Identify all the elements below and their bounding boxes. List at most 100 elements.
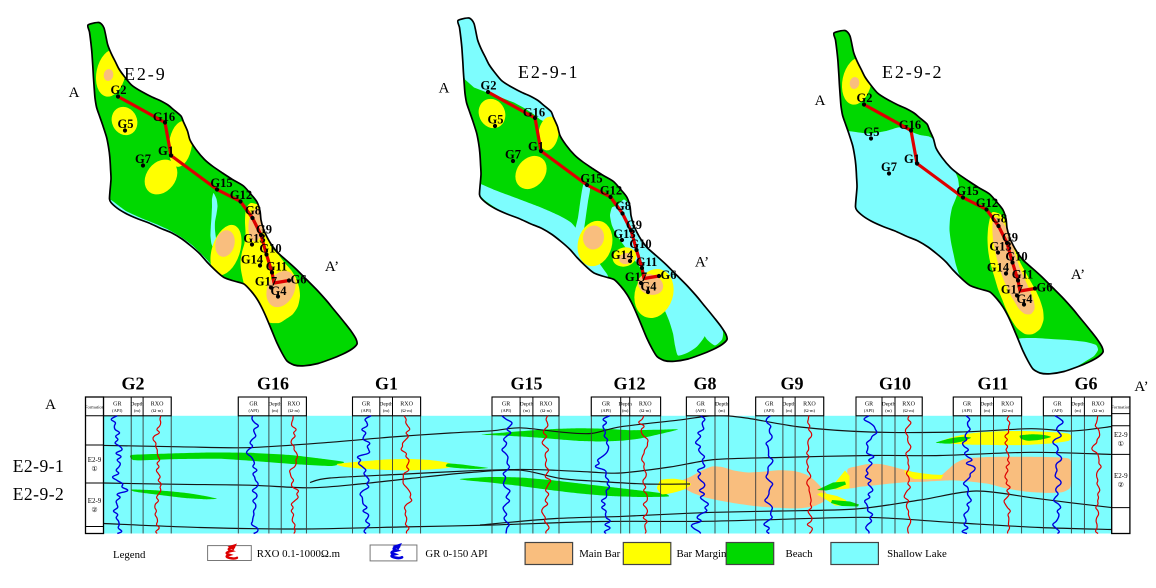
svg-text:G12: G12	[230, 188, 252, 202]
svg-text:E2-9-1: E2-9-1	[13, 456, 65, 476]
svg-text:G2: G2	[857, 91, 873, 105]
svg-text:G13: G13	[243, 232, 265, 246]
svg-text:G9: G9	[1002, 231, 1018, 245]
svg-text:GR: GR	[249, 402, 257, 408]
svg-text:Bar Margin: Bar Margin	[677, 548, 727, 560]
svg-text:A’: A’	[1134, 379, 1148, 395]
svg-text:(m): (m)	[885, 408, 892, 413]
svg-text:G11: G11	[977, 374, 1008, 394]
svg-text:(API): (API)	[361, 408, 372, 413]
svg-text:G16: G16	[899, 118, 921, 132]
svg-text:G6: G6	[661, 268, 677, 282]
svg-text:GR: GR	[602, 402, 610, 408]
svg-text:(m): (m)	[1075, 408, 1082, 413]
svg-text:(API): (API)	[1052, 408, 1063, 413]
svg-text:G10: G10	[259, 242, 281, 256]
svg-text:G14: G14	[241, 253, 264, 267]
svg-text:RXO: RXO	[540, 402, 553, 408]
svg-text:GR: GR	[113, 402, 121, 408]
svg-text:Depth: Depth	[379, 402, 393, 408]
svg-text:(Ω·m): (Ω·m)	[288, 408, 300, 413]
svg-text:RXO: RXO	[1001, 402, 1014, 408]
svg-text:GR: GR	[765, 402, 773, 408]
svg-text:G1: G1	[375, 374, 398, 394]
svg-text:(API): (API)	[696, 408, 707, 413]
svg-text:GR: GR	[1053, 402, 1061, 408]
svg-text:G2: G2	[121, 374, 144, 394]
svg-text:(API): (API)	[501, 408, 512, 413]
svg-text:G1: G1	[904, 152, 920, 166]
svg-text:G10: G10	[629, 237, 651, 251]
svg-text:G15: G15	[580, 172, 602, 186]
svg-text:(Ω·m): (Ω·m)	[804, 408, 816, 413]
svg-text:G10: G10	[879, 374, 911, 394]
svg-text:RXO: RXO	[639, 402, 652, 408]
svg-text:G17: G17	[1001, 283, 1023, 297]
svg-text:(m): (m)	[383, 408, 390, 413]
svg-text:Main Bar: Main Bar	[579, 548, 620, 560]
svg-text:E2-9-2: E2-9-2	[13, 484, 65, 504]
svg-text:GR: GR	[963, 402, 971, 408]
svg-text:GR: GR	[362, 402, 370, 408]
svg-text:G5: G5	[118, 117, 134, 131]
svg-text:(API): (API)	[248, 408, 259, 413]
svg-text:①: ①	[91, 465, 97, 473]
svg-text:GR: GR	[502, 402, 510, 408]
svg-text:G16: G16	[153, 110, 175, 124]
svg-text:RXO: RXO	[400, 402, 413, 408]
svg-text:(m): (m)	[984, 408, 991, 413]
svg-text:GR 0-150 API: GR 0-150 API	[425, 548, 488, 560]
svg-text:G16: G16	[257, 374, 289, 394]
svg-text:E2-9: E2-9	[124, 64, 167, 84]
svg-text:Depth: Depth	[130, 402, 144, 408]
svg-text:Depth: Depth	[782, 402, 796, 408]
svg-text:(m): (m)	[622, 408, 629, 413]
svg-text:G7: G7	[135, 152, 151, 166]
svg-text:Formation: Formation	[85, 405, 105, 410]
svg-text:A’: A’	[695, 255, 709, 271]
svg-text:G9: G9	[256, 223, 272, 237]
svg-text:G1: G1	[528, 140, 544, 154]
svg-text:②: ②	[91, 506, 97, 514]
svg-text:Depth: Depth	[520, 402, 534, 408]
svg-text:G4: G4	[1017, 292, 1034, 306]
svg-text:GR: GR	[865, 402, 873, 408]
svg-text:(API): (API)	[601, 408, 612, 413]
svg-text:G9: G9	[780, 374, 803, 394]
svg-text:G6: G6	[291, 273, 307, 287]
svg-text:RXO: RXO	[1092, 402, 1105, 408]
svg-text:(m): (m)	[523, 408, 530, 413]
svg-text:G11: G11	[636, 255, 658, 269]
svg-text:G1: G1	[158, 144, 174, 158]
svg-text:E2-9-1: E2-9-1	[518, 62, 579, 82]
svg-text:(Ω·m): (Ω·m)	[401, 408, 413, 413]
svg-text:G10: G10	[1005, 250, 1027, 264]
svg-text:G9: G9	[626, 218, 642, 232]
svg-text:A’: A’	[325, 259, 339, 275]
svg-text:G12: G12	[600, 184, 622, 198]
svg-text:A: A	[45, 397, 56, 413]
svg-text:G8: G8	[991, 212, 1007, 226]
svg-text:Shallow Lake: Shallow Lake	[887, 548, 947, 560]
svg-text:G13: G13	[613, 227, 635, 241]
svg-text:A: A	[439, 81, 450, 97]
svg-text:E2-9: E2-9	[88, 456, 102, 464]
svg-text:A’: A’	[1071, 267, 1085, 283]
svg-text:GR: GR	[697, 402, 705, 408]
svg-text:(Ω·m): (Ω·m)	[903, 408, 915, 413]
svg-text:RXO: RXO	[803, 402, 816, 408]
svg-text:(m): (m)	[134, 408, 141, 413]
svg-text:G11: G11	[266, 260, 288, 274]
svg-text:G16: G16	[523, 106, 545, 120]
svg-text:Depth: Depth	[715, 402, 729, 408]
svg-text:RXO: RXO	[287, 402, 300, 408]
svg-text:G13: G13	[989, 240, 1011, 254]
svg-text:(Ω·m): (Ω·m)	[540, 408, 552, 413]
svg-text:G11: G11	[1012, 268, 1034, 282]
svg-text:RXO: RXO	[151, 402, 164, 408]
svg-text:G12: G12	[613, 374, 645, 394]
svg-text:RXO 0.1-1000Ω.m: RXO 0.1-1000Ω.m	[257, 548, 341, 560]
svg-text:G7: G7	[505, 148, 521, 162]
svg-text:(m): (m)	[272, 408, 279, 413]
svg-text:G8: G8	[245, 204, 261, 218]
